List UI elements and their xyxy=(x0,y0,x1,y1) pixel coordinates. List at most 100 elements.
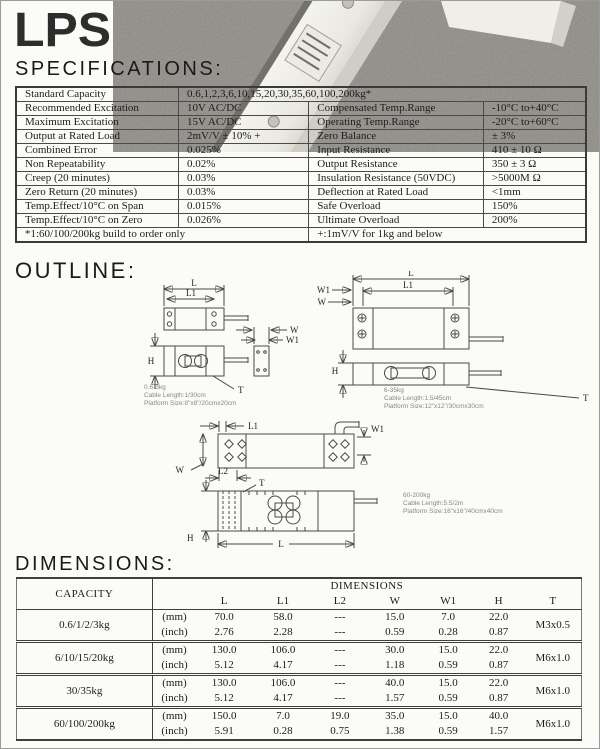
dim-value: 1.57 xyxy=(488,725,509,737)
spec-value: -20°C to+60°C xyxy=(482,115,587,130)
table-row: Maximum Excitation 15V AC/DC Operating Tem… xyxy=(15,115,587,130)
unit-cell: (mm) xyxy=(162,677,187,689)
dimensions-table: CAPACITY DIMENSIONS L L1 L2 W W1 H T 0.6… xyxy=(16,577,582,741)
table-row: 6/10/15/20kg (mm) 130.0 106.0 --- 30.0 1… xyxy=(16,641,582,676)
dim-label-l: L xyxy=(278,539,284,549)
drawing-caption: Cable Length:1.5/45cm xyxy=(384,395,451,402)
dim-value: 35.0 xyxy=(385,710,405,722)
dim-value: 7.0 xyxy=(441,611,456,623)
dim-value: 130.0 xyxy=(211,677,237,689)
spec-label: Temp.Effect/10°C on Zero xyxy=(15,213,179,228)
dim-value: --- xyxy=(313,625,366,643)
specifications-heading: SPECIFICATIONS: xyxy=(15,58,224,80)
dim-value: 0.28 xyxy=(273,725,293,737)
dim-value: 22.0 xyxy=(488,644,509,656)
dimensions-group-header: DIMENSIONS xyxy=(330,580,404,592)
dim-value: 22.0 xyxy=(488,677,509,689)
dim-value: 130.0 xyxy=(211,644,237,656)
dim-label-w1: W1 xyxy=(371,424,384,434)
spec-label: Creep (20 minutes) xyxy=(15,171,179,186)
spec-value: 0.03% xyxy=(177,185,310,200)
outline-drawings: L L1 H T xyxy=(144,271,589,549)
drawing-caption: 0.6-3kg xyxy=(144,384,166,391)
table-row: Temp.Effect/10°C on Span 0.015% Safe Overl… xyxy=(15,199,587,214)
column-header: H xyxy=(472,594,525,610)
dim-value: 1.57 xyxy=(365,691,424,709)
outline-drawing-0_6-3kg: L L1 H T xyxy=(144,278,299,407)
dim-value: 40.0 xyxy=(385,677,405,689)
dim-value: 22.0 xyxy=(488,611,509,623)
dim-label-h: H xyxy=(148,356,155,366)
dim-label-l2: L2 xyxy=(218,466,228,476)
dim-label-w: W xyxy=(290,325,299,335)
dim-value: 0.87 xyxy=(472,691,525,709)
dimensions-heading: DIMENSIONS: xyxy=(15,553,175,575)
spec-value: 15V AC/DC xyxy=(177,115,310,130)
thread-cell: M6x1.0 xyxy=(535,717,571,730)
dim-value: 15.0 xyxy=(438,644,458,656)
page-title: LPS xyxy=(14,4,112,57)
dim-label-l1: L1 xyxy=(248,421,258,431)
spec-value: >5000M Ω xyxy=(482,171,587,186)
dim-label-t: T xyxy=(238,385,244,395)
unit-cell: (mm) xyxy=(162,611,187,623)
table-row: CAPACITY DIMENSIONS xyxy=(16,578,582,610)
dim-value: 5.12 xyxy=(196,691,253,709)
thread-cell: M3x0.5 xyxy=(524,609,582,643)
dim-value: --- xyxy=(334,611,346,623)
spec-label: Zero Balance xyxy=(308,129,484,144)
dim-label-w: W xyxy=(318,297,327,307)
column-header: W1 xyxy=(423,594,473,610)
thread-cell: M6x1.0 xyxy=(524,641,582,676)
bolt-hole xyxy=(341,1,354,9)
spec-label: Standard Capacity xyxy=(15,86,179,102)
dim-label-w1: W1 xyxy=(317,285,330,295)
table-row: Recommended Excitation 10V AC/DC Compensat… xyxy=(15,101,587,116)
table-row: 60/100/200kg (mm) 150.0 7.0 19.0 35.0 15… xyxy=(16,707,582,740)
dim-label-h: H xyxy=(332,366,339,376)
dim-value: 150.0 xyxy=(211,710,237,722)
capacity-cell: 0.6/1/2/3kg xyxy=(16,609,153,643)
spec-value: 10V AC/DC xyxy=(177,101,310,116)
dim-label-t: T xyxy=(583,393,589,403)
mounting-block xyxy=(441,1,576,47)
spec-value: 150% xyxy=(482,199,587,214)
table-row: 30/35kg (mm) 130.0 106.0 --- 40.0 15.0 2… xyxy=(16,674,582,709)
spec-label: Temp.Effect/10°C on Span xyxy=(15,199,179,214)
spec-value: 0.026% xyxy=(177,213,310,228)
spec-value: -10°C to+40°C xyxy=(482,101,587,116)
dim-label-t: T xyxy=(259,478,265,488)
spec-label: Compensated Temp.Range xyxy=(308,101,484,116)
column-header: L xyxy=(196,594,253,610)
outline-drawing-6-35kg: L L1 W1 W H xyxy=(317,271,589,410)
dim-value: --- xyxy=(313,658,366,676)
dim-value: 0.59 xyxy=(423,658,473,676)
spec-label: Insulation Resistance (50VDC) xyxy=(308,171,484,186)
dim-label-l: L xyxy=(191,278,197,288)
dim-value: 15.0 xyxy=(438,677,458,689)
dim-label-w: W xyxy=(176,465,185,475)
spec-value: 0.02% xyxy=(177,157,310,172)
dim-label-h: H xyxy=(187,533,194,543)
dim-value: 58.0 xyxy=(273,611,293,623)
column-header: W xyxy=(365,594,424,610)
spec-value: 0.6,1,2,3,6,10,15,20,30,35,60,100,200kg* xyxy=(177,86,587,102)
dim-value: 2.28 xyxy=(252,625,314,643)
column-header: T xyxy=(524,594,582,610)
dim-value: 15.0 xyxy=(438,710,458,722)
dim-value: --- xyxy=(313,691,366,709)
dim-label-l1: L1 xyxy=(186,288,196,298)
spec-label: Output Resistance xyxy=(308,157,484,172)
table-row: (inch) 5.91 0.28 0.75 1.38 0.59 1.57 xyxy=(17,724,582,740)
column-header: L2 xyxy=(313,594,366,610)
table-row: *1:60/100/200kg build to order only +:1m… xyxy=(15,227,587,243)
dim-value: 4.17 xyxy=(252,691,314,709)
spec-value: ± 3% xyxy=(482,129,587,144)
dim-value: 4.17 xyxy=(252,658,314,676)
knurl-ticks xyxy=(248,491,306,531)
table-row: Standard Capacity 0.6,1,2,3,6,10,15,20,3… xyxy=(15,86,587,102)
dim-value: 30.0 xyxy=(385,644,405,656)
table-row: L L1 L2 W W1 H T xyxy=(17,594,582,610)
table-row: (inch) 5.12 4.17 --- 1.57 0.59 0.87 xyxy=(17,691,582,709)
